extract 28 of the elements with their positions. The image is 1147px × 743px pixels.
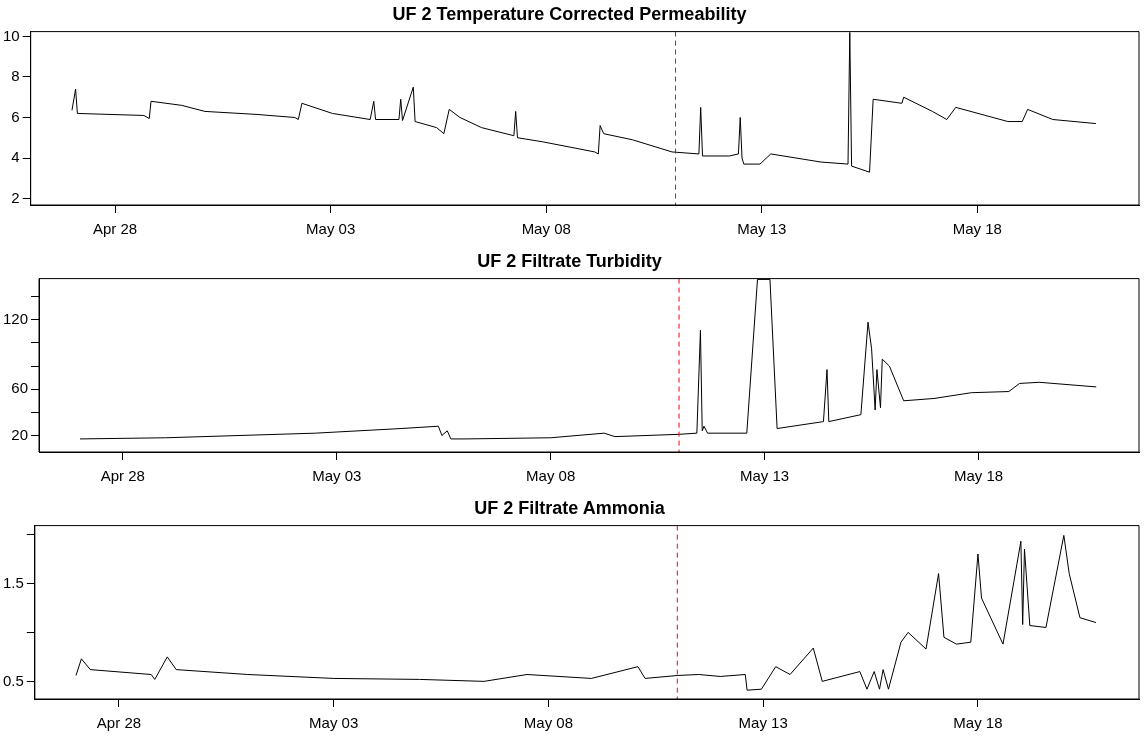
- y-tick-label: 60: [11, 379, 29, 397]
- x-tick-label: May 18: [953, 467, 1004, 485]
- x-tick-label: Apr 28: [93, 220, 138, 238]
- x-tick-label: May 13: [737, 220, 787, 238]
- chart-title: UF 2 Filtrate Turbidity: [477, 250, 662, 271]
- x-tick-label: May 13: [740, 467, 790, 485]
- y-tick-label: 0.5: [2, 671, 24, 689]
- x-tick-label: May 18: [953, 714, 1003, 732]
- x-tick-label: May 18: [952, 220, 1002, 238]
- y-tick-label: 1.5: [2, 573, 24, 591]
- y-tick-label: 120: [3, 310, 29, 328]
- x-tick-label: May 08: [523, 714, 574, 732]
- y-tick-label: 6: [11, 107, 20, 125]
- y-tick-label: 20: [11, 425, 29, 443]
- y-tick-label: 4: [11, 148, 20, 166]
- chart-title: UF 2 Filtrate Ammonia: [474, 497, 666, 518]
- x-tick-label: May 08: [526, 467, 576, 485]
- y-tick-label: 2: [11, 188, 20, 206]
- x-tick-label: May 13: [738, 714, 788, 732]
- x-tick-label: May 08: [521, 220, 571, 238]
- y-tick-label: 10: [3, 26, 20, 44]
- y-tick-label: 8: [11, 67, 20, 85]
- chart-title: UF 2 Temperature Corrected Permeability: [392, 3, 747, 24]
- x-tick-label: Apr 28: [96, 714, 142, 732]
- x-tick-label: Apr 28: [100, 467, 145, 485]
- x-tick-label: May 03: [306, 220, 356, 238]
- x-tick-label: May 03: [312, 467, 362, 485]
- x-tick-label: May 03: [309, 714, 359, 732]
